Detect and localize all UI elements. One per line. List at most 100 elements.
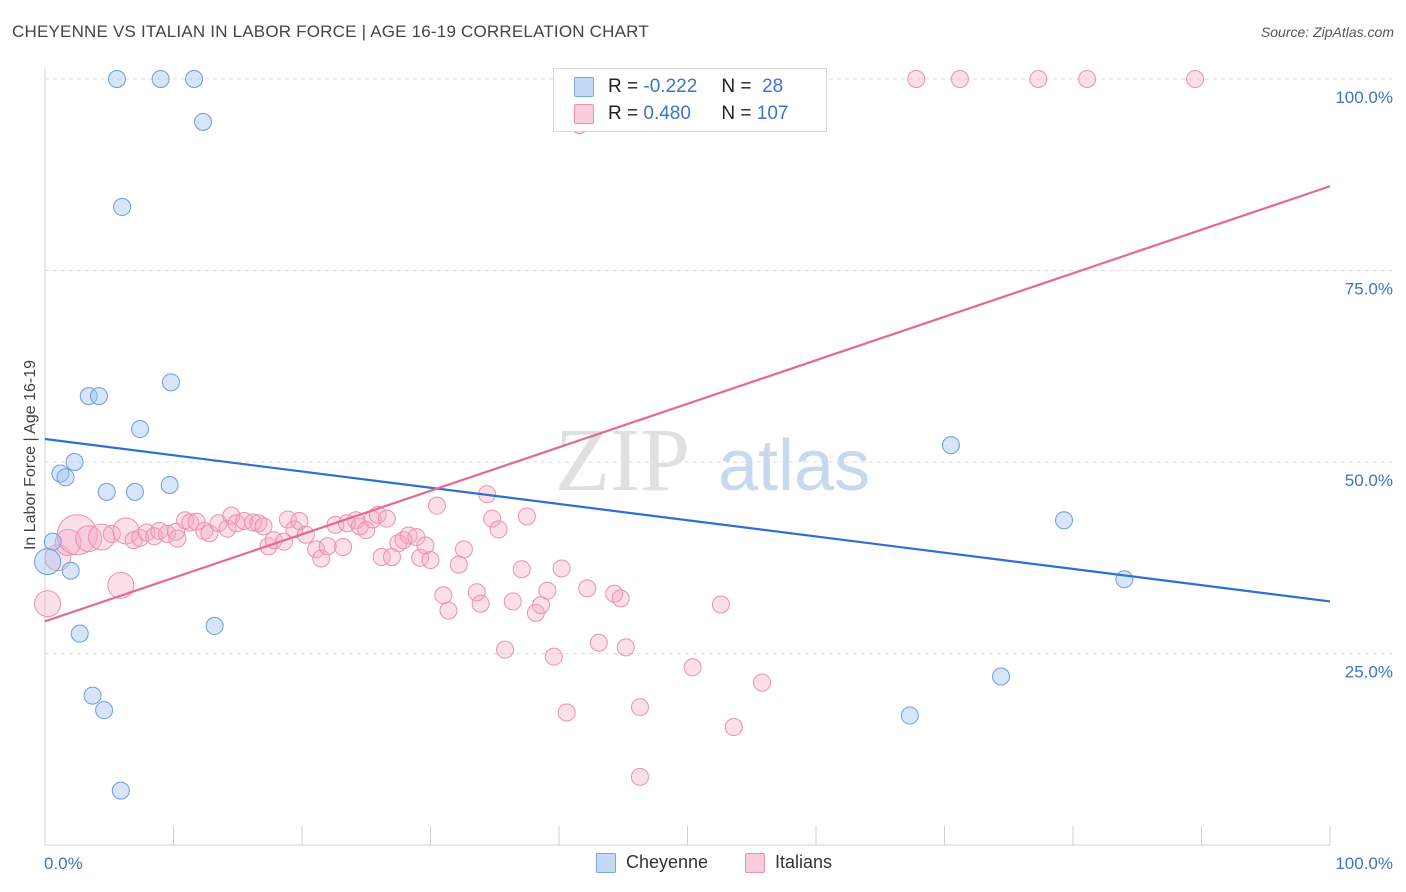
cheyenne-r-value: -0.222 [643, 76, 698, 97]
italians-point[interactable] [724, 718, 743, 737]
italians-point[interactable] [471, 594, 490, 613]
italians-swatch [574, 104, 594, 124]
cheyenne-point[interactable] [89, 387, 108, 406]
cheyenne-point[interactable] [111, 781, 130, 800]
cheyenne-point[interactable] [97, 482, 116, 501]
italians-point[interactable] [538, 581, 557, 600]
cheyenne-point[interactable] [113, 197, 132, 216]
italians-point[interactable] [907, 70, 926, 88]
x-tick-label-min: 0.0% [44, 854, 83, 873]
cheyenne-point[interactable] [70, 624, 89, 643]
italians-point[interactable] [54, 528, 82, 556]
y-axis-label: In Labor Force | Age 16-19 [22, 360, 39, 550]
cheyenne-point[interactable] [1055, 511, 1074, 530]
cheyenne-point[interactable] [61, 561, 80, 580]
legend-item-italians[interactable]: Italians [745, 852, 832, 873]
italians-point[interactable] [318, 537, 337, 556]
n-label: N = [721, 103, 752, 124]
cheyenne-point[interactable] [43, 532, 62, 551]
italians-point[interactable] [307, 540, 326, 559]
italians-point[interactable] [278, 510, 297, 529]
italians-point[interactable] [630, 698, 649, 717]
italians-point[interactable] [1029, 70, 1048, 88]
legend-row-italians: R = 0.480 N = 107 [574, 102, 788, 126]
italians-point[interactable] [1078, 70, 1097, 88]
italians-point[interactable] [372, 547, 391, 566]
italians-point[interactable] [389, 534, 408, 553]
italians-point[interactable] [589, 633, 608, 652]
italians-point[interactable] [249, 514, 268, 533]
italians-point[interactable] [483, 509, 502, 528]
italians-point[interactable] [427, 496, 446, 515]
italians-point[interactable] [454, 540, 473, 559]
cheyenne-point[interactable] [160, 475, 179, 494]
italians-point[interactable] [683, 658, 702, 677]
italians-point[interactable] [200, 524, 219, 543]
cheyenne-n-value: 28 [762, 76, 784, 97]
italians-point[interactable] [275, 532, 294, 551]
italians-point[interactable] [244, 513, 263, 532]
italians-point[interactable] [254, 517, 273, 536]
italians-legend-swatch [745, 852, 765, 873]
italians-point[interactable] [552, 559, 571, 578]
cheyenne-point[interactable] [131, 420, 150, 439]
italians-point[interactable] [753, 673, 772, 692]
italians-point[interactable] [44, 544, 72, 572]
cheyenne-point[interactable] [1115, 570, 1134, 589]
cheyenne-point[interactable] [151, 70, 170, 88]
italians-point[interactable] [950, 70, 969, 88]
x-tick-label-max: 100.0% [1335, 854, 1393, 873]
italians-point[interactable] [630, 767, 649, 786]
n-label: N = [721, 76, 752, 97]
cheyenne-point[interactable] [83, 686, 102, 705]
italians-point[interactable] [557, 703, 576, 722]
italians-point[interactable] [187, 512, 206, 531]
italians-point[interactable] [605, 584, 624, 603]
italians-point[interactable] [544, 647, 563, 666]
cheyenne-point[interactable] [95, 701, 114, 720]
italians-point[interactable] [449, 555, 468, 574]
cheyenne-point[interactable] [161, 373, 180, 392]
italians-point[interactable] [1186, 70, 1205, 88]
cheyenne-point[interactable] [205, 616, 224, 635]
italians-point[interactable] [34, 590, 62, 618]
italians-point[interactable] [489, 520, 508, 539]
italians-point[interactable] [496, 640, 515, 659]
cheyenne-point[interactable] [107, 70, 126, 88]
italians-point[interactable] [467, 583, 486, 602]
cheyenne-point[interactable] [34, 548, 62, 576]
italians-point[interactable] [503, 592, 522, 611]
cheyenne-point[interactable] [65, 453, 84, 471]
italians-point[interactable] [168, 529, 187, 548]
italians-point[interactable] [399, 526, 418, 545]
italians-point[interactable] [357, 521, 376, 540]
italians-point[interactable] [434, 586, 453, 605]
cheyenne-point[interactable] [79, 387, 98, 406]
italians-point[interactable] [616, 638, 635, 657]
cheyenne-trend-line [44, 437, 1331, 603]
cheyenne-point[interactable] [185, 70, 204, 88]
cheyenne-point[interactable] [941, 436, 960, 455]
italians-point[interactable] [611, 589, 630, 608]
italians-point[interactable] [107, 571, 135, 599]
italians-point[interactable] [102, 525, 121, 544]
italians-point[interactable] [711, 595, 730, 614]
italians-point[interactable] [181, 513, 200, 532]
cheyenne-point[interactable] [194, 112, 213, 131]
cheyenne-point[interactable] [900, 706, 919, 725]
italians-point[interactable] [416, 536, 435, 555]
italians-point[interactable] [578, 579, 597, 598]
italians-point[interactable] [512, 560, 531, 579]
italians-point[interactable] [235, 511, 254, 530]
cheyenne-point[interactable] [56, 468, 75, 487]
italians-point[interactable] [439, 601, 458, 620]
cheyenne-point[interactable] [992, 667, 1011, 686]
italians-point[interactable] [334, 538, 353, 557]
chart-title: CHEYENNE VS ITALIAN IN LABOR FORCE | AGE… [12, 22, 649, 41]
legend-item-cheyenne[interactable]: Cheyenne [596, 852, 708, 873]
italians-point[interactable] [377, 509, 396, 528]
italians-point[interactable] [517, 507, 536, 526]
x-tick-labels: 0.0% 100.0% [44, 854, 1393, 873]
italians-point[interactable] [421, 551, 440, 570]
cheyenne-point[interactable] [125, 482, 144, 501]
